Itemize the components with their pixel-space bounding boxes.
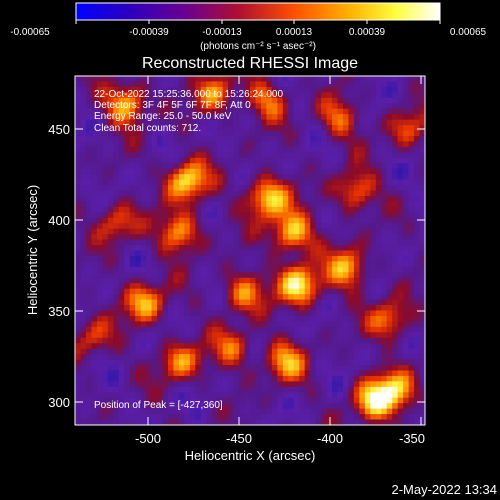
energy-range-text: Energy Range: 25.0 - 50.0 keV xyxy=(94,111,232,122)
x-tick-label: -400 xyxy=(317,431,343,446)
colorbar-units-label: (photons cm⁻² s⁻¹ asec⁻²) xyxy=(200,41,316,52)
x-axis-label: Heliocentric X (arcsec) xyxy=(185,448,316,463)
colorbar xyxy=(75,2,441,21)
x-tick-label: -450 xyxy=(226,431,252,446)
y-axis-ticks xyxy=(75,128,425,403)
chart-title: Reconstructed RHESSI Image xyxy=(142,55,358,72)
emission-map xyxy=(75,76,425,425)
method-counts-text: Clean Total counts: 712. xyxy=(94,123,201,134)
x-tick-label: -500 xyxy=(135,431,161,446)
x-tick-label: -350 xyxy=(399,431,425,446)
colorbar-tick-label: -0.00065 xyxy=(10,27,50,38)
y-tick-label: 300 xyxy=(48,395,70,410)
colorbar-tick-label: 0.00065 xyxy=(450,27,487,38)
plot-frame xyxy=(74,75,426,426)
x-axis-ticks xyxy=(147,76,422,425)
peak-position-text: Position of Peak = [-427,360] xyxy=(94,400,223,411)
colorbar-tick-label: -0.00013 xyxy=(202,27,242,38)
colorbar-tick-label: 0.00039 xyxy=(349,27,386,38)
y-tick-label: 350 xyxy=(48,304,70,319)
detectors-text: Detectors: 3F 4F 5F 6F 7F 8F, Att 0 xyxy=(94,100,251,111)
colorbar-tick-label: -0.00039 xyxy=(129,27,169,38)
y-tick-label: 450 xyxy=(48,122,70,137)
y-tick-label: 400 xyxy=(48,213,70,228)
footer-timestamp: 2-May-2022 13:34 xyxy=(391,482,497,497)
colorbar-tick-label: 0.00013 xyxy=(276,27,313,38)
time-range-text: 22-Oct-2022 15:25:36.000 to 15:26:24.000 xyxy=(94,89,283,100)
colorbar-ticks xyxy=(75,20,441,24)
y-axis-label: Heliocentric Y (arcsec) xyxy=(25,185,40,315)
